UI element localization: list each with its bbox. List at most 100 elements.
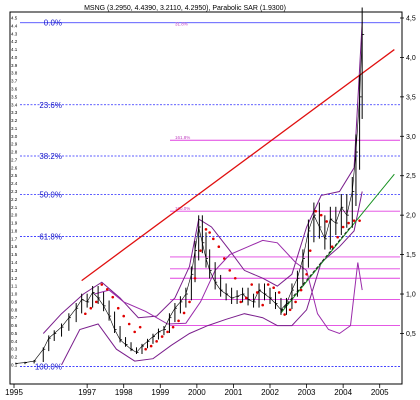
- left-tick-label: 1.1: [11, 284, 18, 289]
- left-tick-label: 0.9: [11, 299, 18, 304]
- time-tick-label: 2005: [371, 388, 389, 397]
- sar-dot: [84, 312, 87, 316]
- time-tick-label: 2003: [298, 388, 316, 397]
- sar-dot: [330, 245, 334, 249]
- time-tick-label: 2002: [261, 388, 279, 397]
- left-tick-label: 2.4: [11, 181, 18, 186]
- left-tick-label: 0.6: [11, 323, 18, 328]
- sar-dot: [138, 325, 142, 329]
- left-tick-label: 3.5: [11, 94, 18, 99]
- sar-dot: [116, 306, 120, 310]
- bollinger-bands: [42, 21, 363, 366]
- left-tick-label: 0.5: [11, 331, 18, 336]
- sar-dot: [341, 225, 345, 229]
- sar-dot: [239, 300, 243, 304]
- bollinger-lower: [61, 191, 363, 366]
- left-tick-label: 2.6: [11, 165, 18, 170]
- sar-dot: [314, 209, 318, 213]
- left-tick-label: 0.4: [11, 339, 18, 344]
- sar-dot: [188, 300, 191, 304]
- right-tick-label: 1,0: [406, 292, 416, 299]
- left-tick-label: 4.0: [11, 55, 18, 60]
- sar-dot: [283, 313, 286, 316]
- left-tick-label: 4.2: [11, 39, 18, 44]
- left-tick-label: 2.8: [11, 150, 18, 155]
- sar-dot: [177, 319, 180, 323]
- sar-dot: [305, 273, 308, 276]
- sar-dot: [127, 322, 131, 326]
- left-tick-label: 0.3: [11, 347, 18, 352]
- sar-dot: [122, 314, 126, 318]
- fib-level-label: 23.6%: [39, 101, 62, 110]
- bollinger-upper: [42, 21, 363, 334]
- sar-dot: [336, 235, 339, 239]
- fib-level-label: 0.0%: [44, 19, 62, 28]
- price-line: [15, 34, 363, 364]
- sar-dot: [347, 221, 350, 225]
- time-tick-label: 1997: [78, 388, 96, 397]
- plot-frame: [9, 11, 403, 385]
- sar-dot: [212, 237, 215, 241]
- sar-dot: [272, 286, 275, 290]
- fib-inner-label: 31.8%: [175, 22, 188, 27]
- time-tick-label: 1999: [151, 388, 169, 397]
- sar-dot: [182, 311, 186, 315]
- fan-level-label: 100.0%: [175, 206, 190, 211]
- time-tick-label: 1995: [5, 388, 23, 397]
- right-tick-label: 3,0: [406, 134, 416, 141]
- trendline-dark: [280, 226, 351, 312]
- left-tick-label: 1.9: [11, 221, 18, 226]
- left-tick-label: 4.4: [11, 23, 18, 28]
- left-tick-label: 3.6: [11, 86, 18, 91]
- left-tick-label: 2.7: [11, 157, 18, 162]
- left-tick-label: 2.1: [11, 205, 18, 210]
- left-tick-label: 3.8: [11, 71, 18, 76]
- right-tick-label: 2,0: [406, 213, 416, 220]
- time-axis: 1995 1997 1998 1999 2000 2001 2002 2003 2004 2005: [5, 384, 389, 397]
- sar-dot: [193, 276, 197, 280]
- fan-level-label: 161.8%: [175, 135, 190, 140]
- left-tick-label: 4.3: [11, 31, 18, 36]
- parabolic-sar: [84, 209, 361, 351]
- sar-dot: [222, 257, 226, 260]
- sar-dot: [325, 220, 328, 223]
- right-tick-label: 1,5: [406, 252, 416, 259]
- fib-level-label: 61.8%: [39, 232, 62, 241]
- sar-dot: [171, 325, 175, 329]
- sar-dot: [155, 340, 158, 343]
- oscillator: [94, 239, 363, 335]
- fib-level-label: 38.2%: [39, 152, 62, 161]
- left-tick-label: 2.5: [11, 173, 18, 178]
- time-tick-label: 2001: [225, 388, 243, 397]
- left-price-axis: 4.5 4.4 4.3 4.2 4.1 4.0 3.9 3.8 3.7 3.6 3.5 3.4 3.3 3…: [11, 16, 18, 368]
- sar-dot: [294, 300, 297, 304]
- sar-dot: [144, 347, 147, 351]
- left-tick-label: 0.7: [11, 315, 18, 320]
- fib-level-label: 100.0%: [35, 363, 62, 372]
- time-tick-label: 1998: [115, 388, 133, 397]
- left-tick-label: 1.4: [11, 260, 18, 265]
- sar-dot: [288, 308, 292, 312]
- right-tick-label: 0,5: [406, 331, 416, 338]
- right-tick-label: 4,5: [406, 16, 416, 23]
- sar-dot: [208, 231, 211, 234]
- left-tick-label: 2.2: [11, 197, 18, 202]
- sar-dot: [358, 219, 361, 222]
- right-tick-label: 3,5: [406, 94, 416, 101]
- left-tick-label: 1.7: [11, 236, 18, 241]
- sar-dot: [160, 335, 164, 338]
- sar-dot: [261, 303, 264, 307]
- sar-dot: [133, 330, 136, 334]
- sar-dot: [244, 296, 248, 300]
- sar-dot: [266, 283, 270, 286]
- sar-dot: [105, 287, 109, 291]
- left-tick-label: 3.4: [11, 102, 18, 107]
- sar-dot: [166, 330, 169, 334]
- left-tick-label: 0.8: [11, 307, 18, 312]
- left-tick-label: 2.9: [11, 142, 18, 147]
- time-tick-label: 2004: [334, 388, 352, 397]
- sar-dot: [89, 306, 93, 310]
- left-tick-label: 3.3: [11, 110, 18, 115]
- left-tick-label: 4.5: [11, 16, 18, 21]
